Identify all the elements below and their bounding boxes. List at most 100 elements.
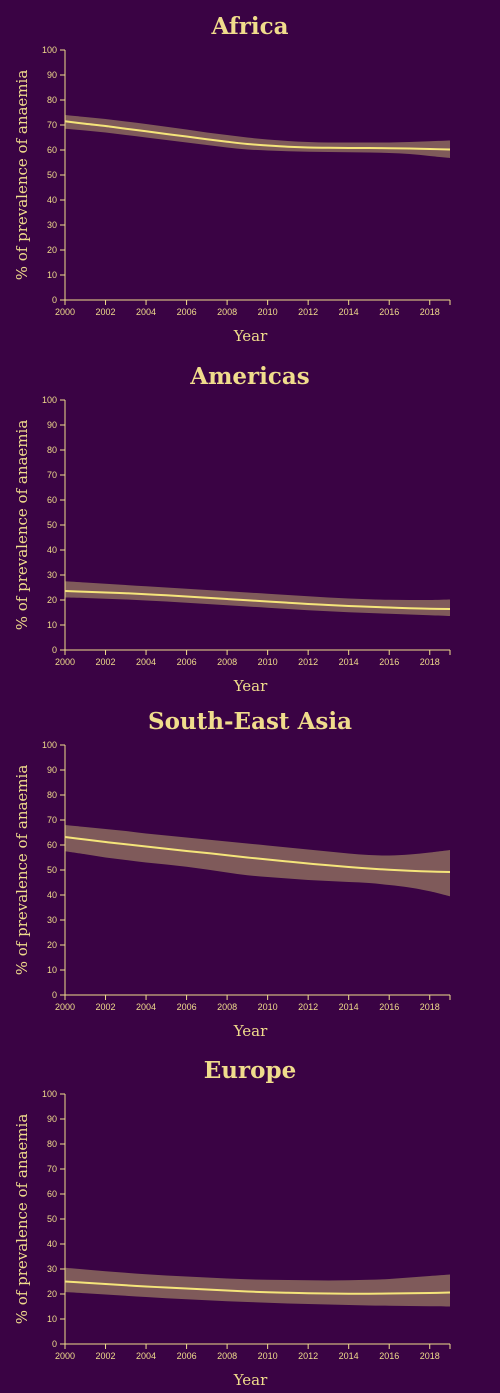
x-tick-label: 2008 bbox=[217, 1002, 237, 1012]
y-tick-label: 90 bbox=[47, 70, 57, 80]
x-tick-label: 2004 bbox=[136, 1351, 156, 1361]
y-tick-label: 40 bbox=[47, 545, 57, 555]
y-tick-label: 60 bbox=[47, 840, 57, 850]
chart-title: Americas bbox=[189, 363, 310, 390]
y-axis-title: % of prevalence of anaemia bbox=[13, 420, 31, 631]
chart-title: Africa bbox=[210, 13, 288, 40]
y-tick-label: 100 bbox=[42, 395, 57, 405]
y-tick-label: 0 bbox=[52, 1339, 57, 1349]
x-tick-label: 2014 bbox=[339, 307, 359, 317]
x-tick-label: 2002 bbox=[96, 1002, 116, 1012]
y-tick-label: 100 bbox=[42, 740, 57, 750]
y-tick-label: 90 bbox=[47, 1114, 57, 1124]
y-tick-label: 60 bbox=[47, 145, 57, 155]
y-tick-label: 10 bbox=[47, 965, 57, 975]
y-tick-label: 70 bbox=[47, 815, 57, 825]
x-tick-label: 2000 bbox=[55, 307, 75, 317]
y-tick-label: 40 bbox=[47, 195, 57, 205]
chart-panel: Europe 0 10 20 30 40 50 60 70 80 90 100 2000 2002 2004… bbox=[13, 1057, 451, 1389]
chart-panel: Africa 0 10 20 30 40 50 60 70 80 90 100 2000 2002 2004… bbox=[13, 13, 451, 345]
chart-title: South-East Asia bbox=[148, 708, 352, 735]
x-axis-title: Year bbox=[233, 1371, 268, 1389]
y-tick-label: 20 bbox=[47, 245, 57, 255]
x-tick-label: 2006 bbox=[177, 1002, 197, 1012]
x-axis-title: Year bbox=[233, 1022, 268, 1040]
x-tick-label: 2006 bbox=[177, 307, 197, 317]
y-tick-label: 100 bbox=[42, 45, 57, 55]
x-tick-label: 2010 bbox=[258, 657, 278, 667]
confidence-band bbox=[65, 825, 450, 897]
y-tick-label: 70 bbox=[47, 1164, 57, 1174]
x-tick-label: 2010 bbox=[258, 1351, 278, 1361]
y-tick-label: 70 bbox=[47, 470, 57, 480]
x-tick-label: 2012 bbox=[298, 657, 318, 667]
y-tick-label: 0 bbox=[52, 990, 57, 1000]
x-tick-label: 2000 bbox=[55, 1002, 75, 1012]
y-tick-label: 60 bbox=[47, 495, 57, 505]
x-tick-label: 2008 bbox=[217, 307, 237, 317]
x-tick-label: 2018 bbox=[420, 1351, 440, 1361]
y-tick-label: 20 bbox=[47, 595, 57, 605]
y-tick-label: 50 bbox=[47, 170, 57, 180]
y-tick-label: 0 bbox=[52, 295, 57, 305]
chart-title: Europe bbox=[204, 1057, 296, 1084]
y-tick-label: 10 bbox=[47, 270, 57, 280]
confidence-band bbox=[65, 115, 450, 158]
x-tick-label: 2010 bbox=[258, 1002, 278, 1012]
y-tick-label: 0 bbox=[52, 645, 57, 655]
y-tick-label: 40 bbox=[47, 890, 57, 900]
x-tick-label: 2000 bbox=[55, 1351, 75, 1361]
y-tick-label: 70 bbox=[47, 120, 57, 130]
y-tick-label: 60 bbox=[47, 1189, 57, 1199]
y-tick-label: 50 bbox=[47, 1214, 57, 1224]
y-tick-label: 10 bbox=[47, 1314, 57, 1324]
x-tick-label: 2018 bbox=[420, 657, 440, 667]
chart-panel: South-East Asia 0 10 20 30 40 50 60 70 80 90 100 200… bbox=[13, 708, 451, 1040]
series-line bbox=[64, 836, 451, 873]
y-tick-label: 50 bbox=[47, 520, 57, 530]
x-tick-label: 2000 bbox=[55, 657, 75, 667]
x-tick-label: 2016 bbox=[379, 307, 399, 317]
y-tick-label: 10 bbox=[47, 620, 57, 630]
y-tick-label: 80 bbox=[47, 790, 57, 800]
confidence-band bbox=[65, 581, 450, 616]
x-tick-label: 2016 bbox=[379, 1351, 399, 1361]
y-tick-label: 80 bbox=[47, 1139, 57, 1149]
x-tick-label: 2006 bbox=[177, 1351, 197, 1361]
y-tick-label: 30 bbox=[47, 570, 57, 580]
y-tick-label: 30 bbox=[47, 915, 57, 925]
y-tick-label: 100 bbox=[42, 1089, 57, 1099]
y-tick-label: 50 bbox=[47, 865, 57, 875]
x-axis-title: Year bbox=[233, 327, 268, 345]
x-tick-label: 2008 bbox=[217, 1351, 237, 1361]
x-tick-label: 2014 bbox=[339, 657, 359, 667]
x-tick-label: 2014 bbox=[339, 1002, 359, 1012]
x-tick-label: 2016 bbox=[379, 1002, 399, 1012]
x-tick-label: 2004 bbox=[136, 1002, 156, 1012]
x-tick-label: 2012 bbox=[298, 1351, 318, 1361]
y-tick-label: 30 bbox=[47, 1264, 57, 1274]
y-axis-title: % of prevalence of anaemia bbox=[13, 1114, 31, 1325]
x-tick-label: 2002 bbox=[96, 657, 116, 667]
x-tick-label: 2004 bbox=[136, 307, 156, 317]
y-tick-label: 20 bbox=[47, 1289, 57, 1299]
x-tick-label: 2014 bbox=[339, 1351, 359, 1361]
chart-panel: Americas 0 10 20 30 40 50 60 70 80 90 100 2000 2002 20… bbox=[13, 363, 451, 695]
x-tick-label: 2018 bbox=[420, 1002, 440, 1012]
x-axis-title: Year bbox=[233, 677, 268, 695]
x-tick-label: 2004 bbox=[136, 657, 156, 667]
y-tick-label: 80 bbox=[47, 95, 57, 105]
x-tick-label: 2008 bbox=[217, 657, 237, 667]
y-tick-label: 20 bbox=[47, 940, 57, 950]
y-tick-label: 40 bbox=[47, 1239, 57, 1249]
x-tick-label: 2010 bbox=[258, 307, 278, 317]
x-tick-label: 2018 bbox=[420, 307, 440, 317]
y-axis-title: % of prevalence of anaemia bbox=[13, 765, 31, 976]
y-tick-label: 80 bbox=[47, 445, 57, 455]
series-line bbox=[64, 120, 451, 151]
y-tick-label: 90 bbox=[47, 420, 57, 430]
x-tick-label: 2002 bbox=[96, 307, 116, 317]
x-tick-label: 2002 bbox=[96, 1351, 116, 1361]
x-tick-label: 2006 bbox=[177, 657, 197, 667]
